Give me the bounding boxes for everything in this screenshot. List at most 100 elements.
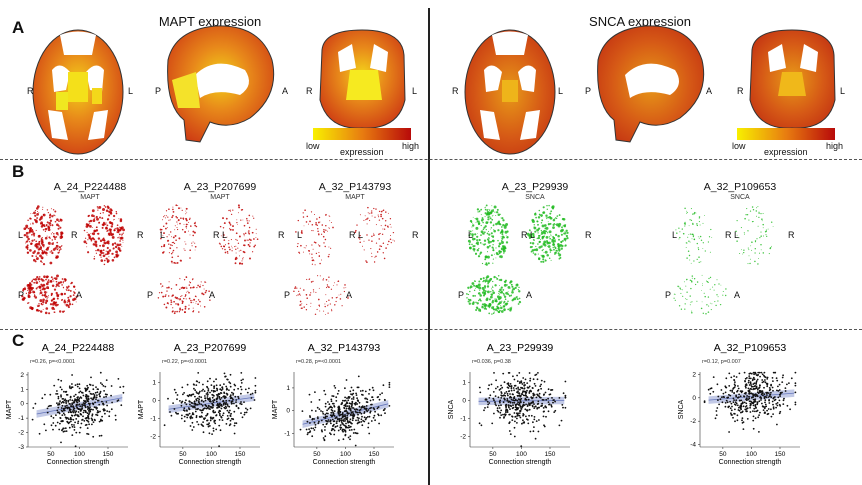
data-point bbox=[71, 425, 74, 428]
data-point bbox=[372, 416, 375, 419]
data-point bbox=[220, 389, 223, 392]
data-point bbox=[88, 423, 90, 426]
panel-a-brains bbox=[32, 25, 836, 155]
data-point bbox=[73, 429, 76, 431]
data-point bbox=[344, 387, 346, 390]
data-point bbox=[191, 417, 194, 419]
data-point bbox=[188, 412, 191, 415]
data-point bbox=[771, 377, 774, 379]
data-point bbox=[562, 392, 565, 395]
data-point bbox=[223, 396, 226, 398]
data-point bbox=[350, 386, 353, 389]
data-point bbox=[762, 409, 765, 411]
data-point bbox=[542, 410, 545, 413]
orient-r-2: R bbox=[306, 86, 313, 96]
data-point bbox=[80, 408, 83, 411]
data-point bbox=[207, 404, 210, 407]
data-point bbox=[496, 386, 499, 388]
data-point bbox=[328, 403, 331, 406]
data-point bbox=[499, 401, 501, 404]
data-point bbox=[510, 389, 513, 392]
data-point bbox=[228, 411, 231, 414]
b-orient-r-1b: R bbox=[137, 230, 144, 240]
data-point bbox=[729, 400, 731, 403]
data-point bbox=[191, 402, 194, 405]
data-point bbox=[324, 435, 327, 438]
data-point bbox=[229, 419, 232, 422]
data-point bbox=[505, 403, 508, 406]
data-point bbox=[516, 399, 519, 402]
data-point bbox=[516, 414, 519, 417]
data-point bbox=[221, 386, 224, 388]
data-point bbox=[254, 391, 257, 394]
data-point bbox=[324, 405, 327, 408]
data-point bbox=[202, 388, 205, 391]
dot-map-3 bbox=[293, 206, 395, 316]
data-point bbox=[57, 397, 60, 400]
data-point bbox=[754, 404, 757, 406]
data-point bbox=[90, 397, 92, 400]
data-point bbox=[92, 403, 95, 406]
data-point bbox=[41, 397, 44, 400]
snca-colorbar-title: expression bbox=[764, 147, 808, 157]
data-point bbox=[487, 403, 489, 406]
data-point bbox=[197, 423, 200, 426]
data-point bbox=[367, 409, 370, 411]
snca-colorbar bbox=[737, 128, 835, 140]
data-point bbox=[348, 421, 351, 423]
data-point bbox=[245, 407, 247, 410]
data-point bbox=[736, 419, 739, 422]
data-point bbox=[230, 401, 233, 404]
data-point bbox=[65, 401, 67, 403]
data-point bbox=[499, 411, 502, 414]
data-point bbox=[239, 402, 242, 405]
data-point bbox=[212, 417, 215, 419]
data-point bbox=[516, 422, 518, 424]
data-point bbox=[349, 408, 352, 411]
data-point bbox=[336, 425, 339, 427]
data-point bbox=[88, 412, 91, 414]
data-point bbox=[531, 397, 533, 400]
y-axis-label: MAPT bbox=[272, 399, 279, 419]
data-point bbox=[496, 407, 499, 410]
data-point bbox=[336, 420, 338, 423]
data-point bbox=[734, 384, 737, 387]
data-point bbox=[341, 423, 344, 425]
data-point bbox=[207, 425, 210, 428]
data-point bbox=[212, 409, 215, 412]
x-tick-label: 50 bbox=[47, 451, 55, 458]
data-point bbox=[751, 396, 754, 398]
data-point bbox=[222, 402, 225, 405]
data-point bbox=[745, 402, 748, 405]
data-point bbox=[715, 414, 718, 416]
data-point bbox=[110, 408, 113, 411]
data-point bbox=[77, 420, 80, 423]
data-point bbox=[369, 411, 372, 414]
data-point bbox=[102, 402, 105, 405]
data-point bbox=[222, 412, 225, 415]
data-point bbox=[85, 417, 88, 419]
data-point bbox=[512, 393, 514, 396]
data-point bbox=[518, 412, 521, 414]
dashed-separator-ab bbox=[0, 159, 862, 160]
dot-map-4 bbox=[465, 204, 569, 315]
data-point bbox=[720, 389, 723, 391]
data-point bbox=[514, 415, 517, 418]
data-point bbox=[772, 407, 775, 410]
data-point bbox=[104, 412, 106, 415]
data-point bbox=[495, 404, 497, 407]
data-point bbox=[500, 414, 503, 416]
data-point bbox=[506, 386, 509, 389]
x-tick-label: 100 bbox=[74, 451, 85, 458]
data-point bbox=[479, 391, 482, 394]
data-point bbox=[337, 429, 340, 432]
data-point bbox=[742, 421, 745, 423]
panel-c-letter: C bbox=[12, 331, 25, 350]
y-axis-label: SNCA bbox=[448, 399, 455, 419]
data-point bbox=[341, 401, 343, 404]
data-point bbox=[521, 387, 524, 390]
data-point bbox=[777, 396, 780, 399]
data-point bbox=[229, 394, 232, 397]
data-point bbox=[752, 415, 755, 418]
data-point bbox=[98, 403, 101, 406]
